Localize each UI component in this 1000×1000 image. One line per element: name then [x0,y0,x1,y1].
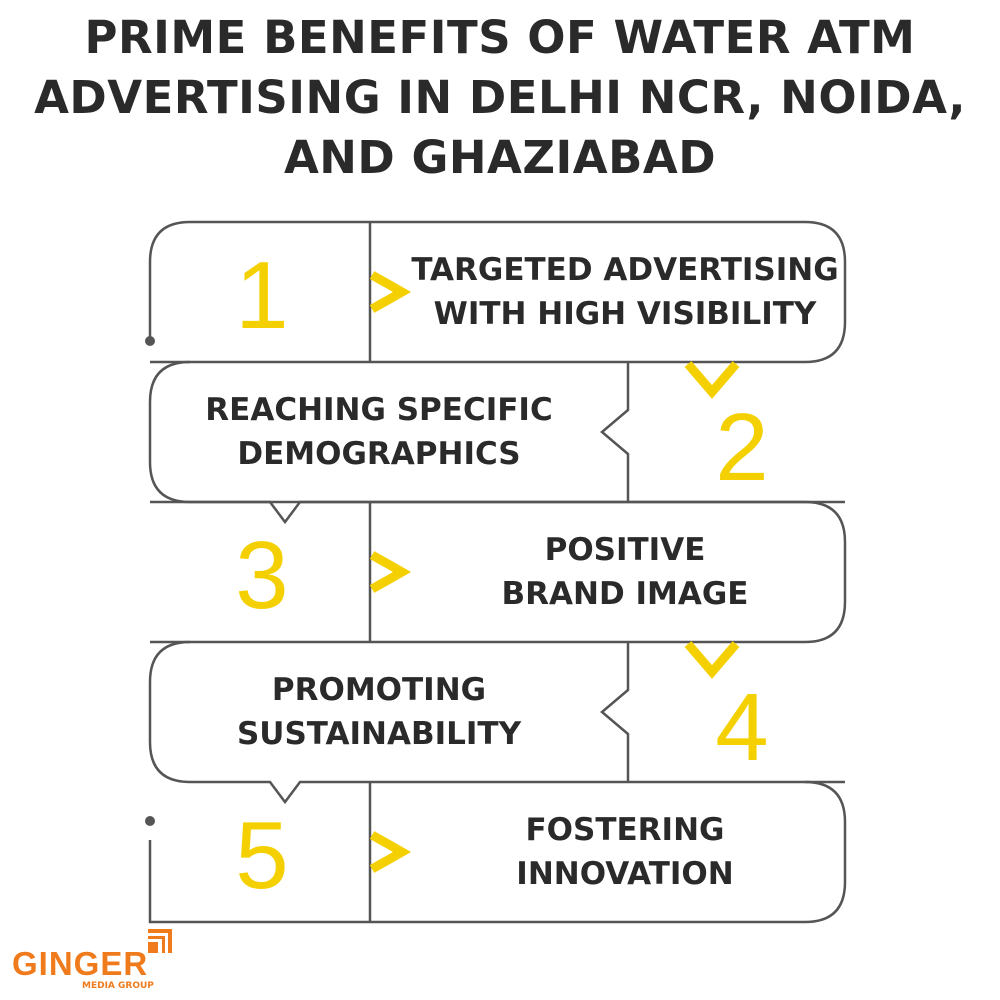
step-number-4: 4 [715,674,769,781]
logo-tagline: MEDIA GROUP [82,981,154,991]
text-line: FOSTERING [525,812,725,848]
row-4-outline [148,640,845,805]
chevron-right-icon [369,831,412,873]
title-line: AND GHAZIABAD [283,131,717,184]
row-1-outline [148,220,847,364]
page-title: PRIME BENEFITS OF WATER ATM ADVERTISING … [0,8,1000,188]
ginger-logo: GINGER MEDIA GROUP [12,929,172,991]
chevron-down-icon [684,361,740,399]
step-text-1: TARGETED ADVERTISING WITH HIGH VISIBILIT… [400,248,850,336]
row-3-outline [150,500,847,644]
chevron-right-icon [369,271,412,313]
text-line: WITH HIGH VISIBILITY [433,296,817,332]
row-2-divider-notch [600,362,630,502]
text-line: INNOVATION [516,856,734,892]
text-line: DEMOGRAPHICS [237,436,521,472]
text-line: SUSTAINABILITY [236,716,522,752]
text-line: TARGETED ADVERTISING [411,252,839,288]
row-4-divider-notch [600,642,630,782]
title-line: PRIME BENEFITS OF WATER ATM [84,11,916,64]
title-line: ADVERTISING IN DELHI NCR, NOIDA, [34,71,966,124]
step-text-3: POSITIVE BRAND IMAGE [400,528,850,616]
text-line: PROMOTING [271,672,487,708]
connector-dot [145,336,155,346]
text-line: BRAND IMAGE [501,576,749,612]
step-text-2: REACHING SPECIFIC DEMOGRAPHICS [150,388,608,476]
logo-name: GINGER [12,945,149,982]
step-text-5: FOSTERING INNOVATION [400,808,850,896]
step-number-2: 2 [715,394,769,501]
step-number-1: 1 [235,242,289,349]
row-5-outline [148,780,847,924]
chevron-right-icon [369,551,412,593]
logo-mark-icon [148,929,172,953]
step-text-4: PROMOTING SUSTAINABILITY [150,668,608,756]
text-line: POSITIVE [544,532,706,568]
connector-dot [145,816,155,826]
step-number-3: 3 [235,522,289,629]
text-line: REACHING SPECIFIC [205,392,553,428]
step-number-5: 5 [235,802,289,909]
chevron-down-icon [684,641,740,679]
